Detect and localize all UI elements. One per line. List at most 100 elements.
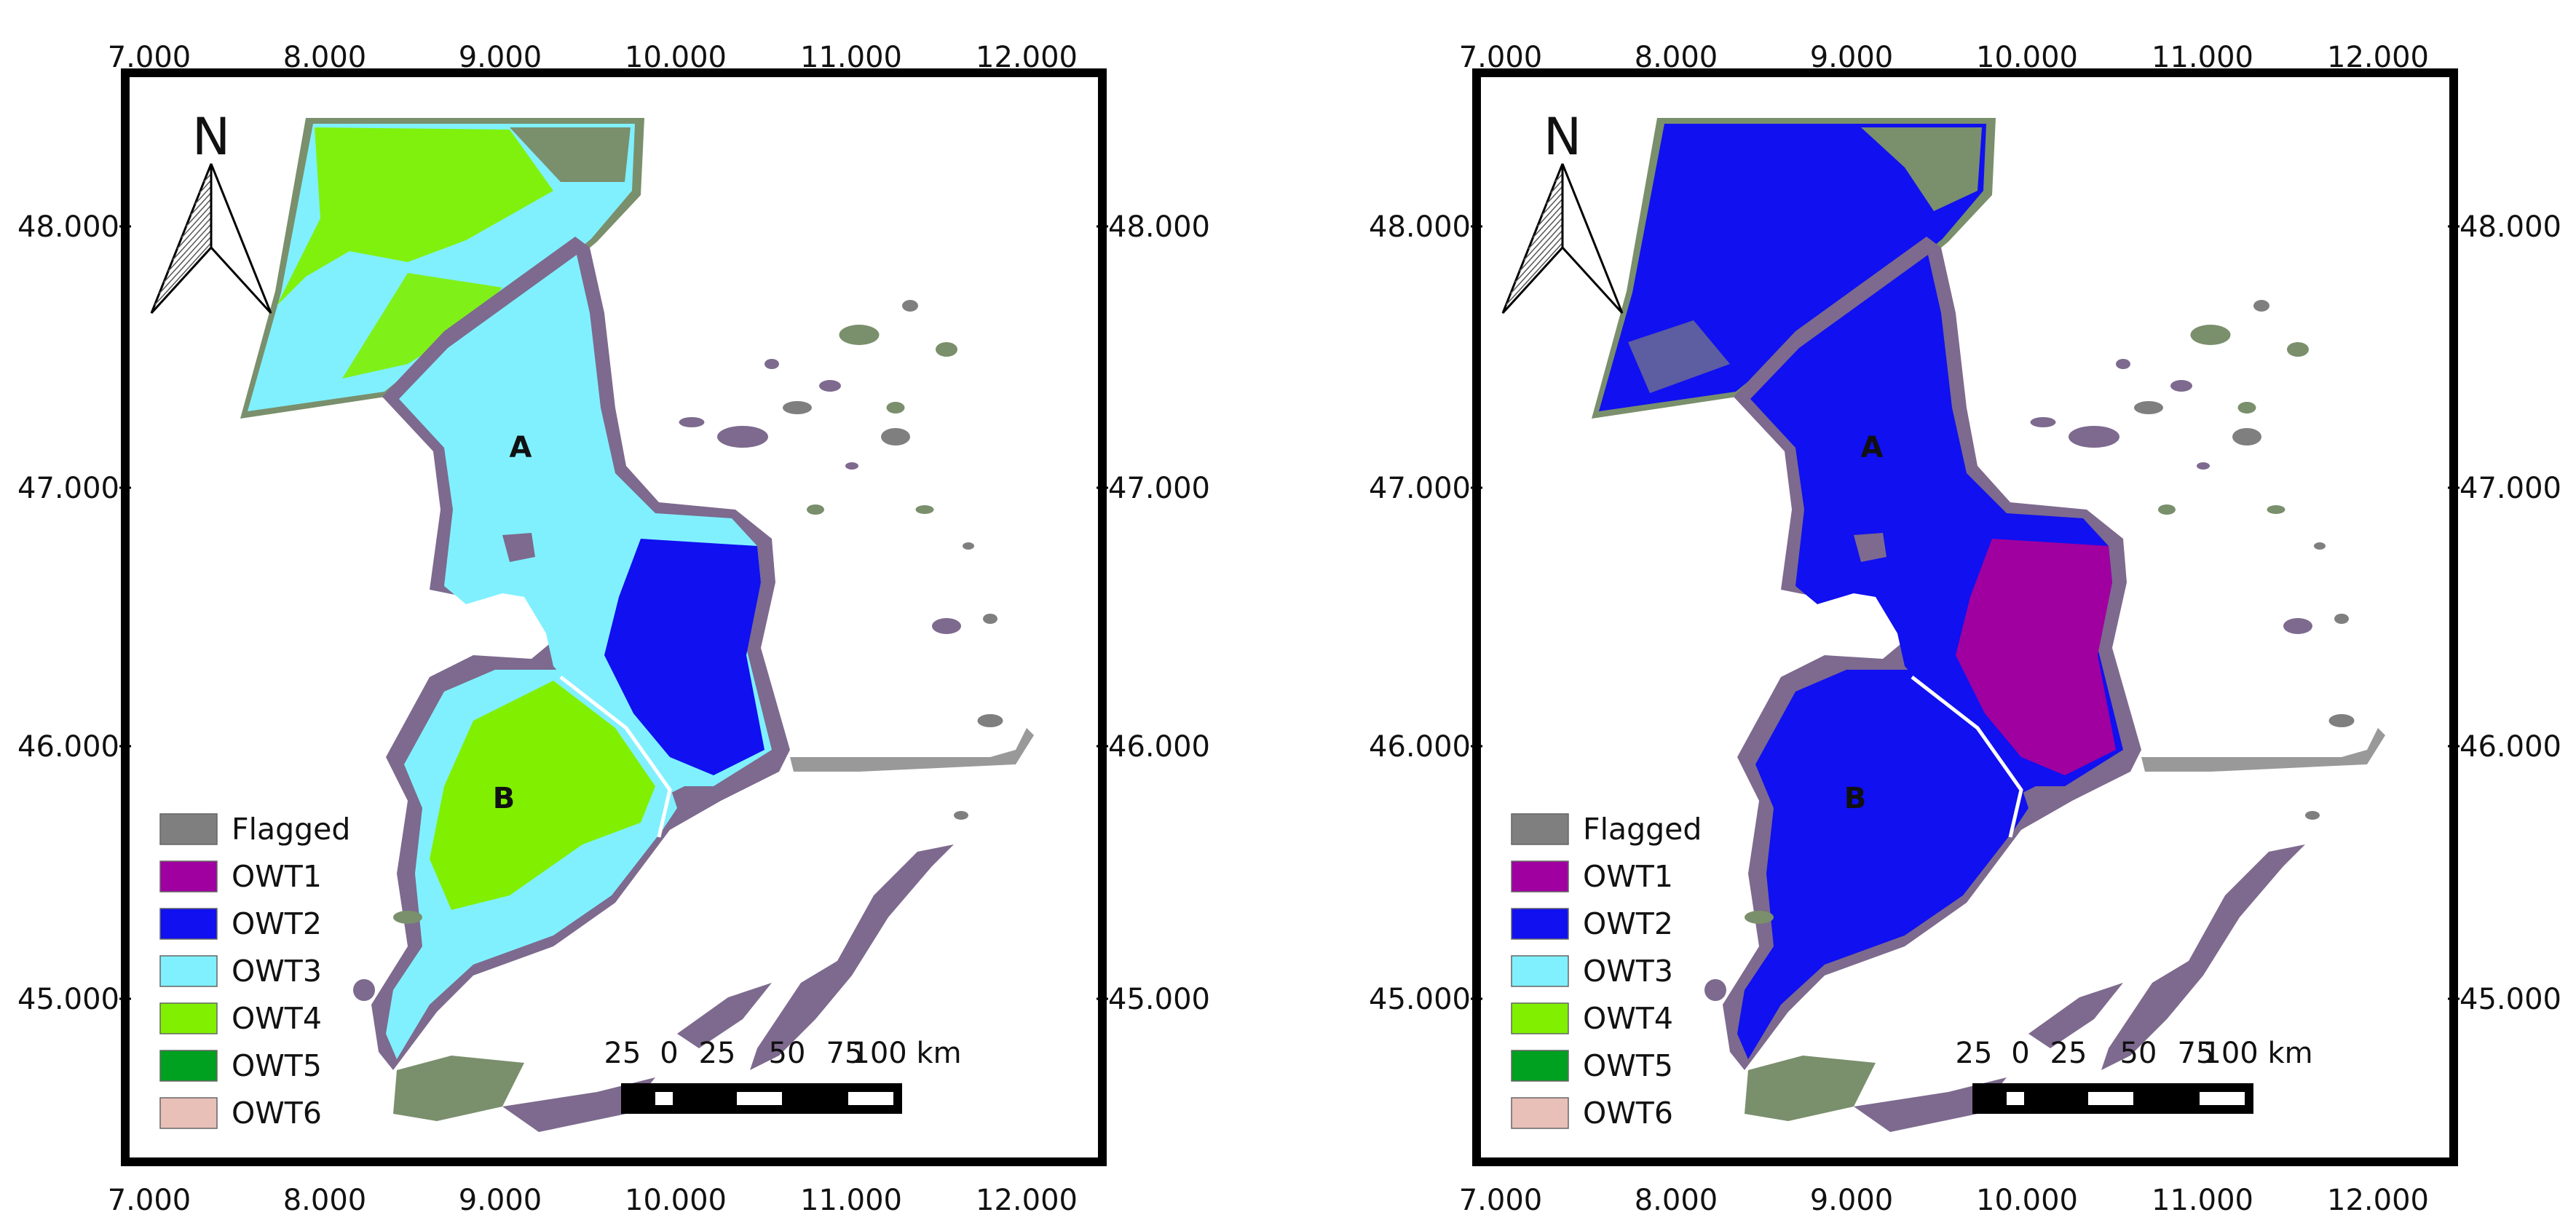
main-lake-east-patch	[604, 539, 764, 775]
coastal-strip	[393, 1056, 524, 1121]
scale-bar-label: 100 km	[2202, 1037, 2312, 1070]
small-lake	[764, 359, 779, 369]
legend-label: OWT3	[232, 954, 322, 989]
legend-label: OWT5	[1583, 1048, 1673, 1083]
scale-bar-label: 0	[2011, 1037, 2029, 1070]
small-lake	[2314, 542, 2326, 550]
north-arrow-hatch	[190, 192, 212, 216]
site-label-b: B	[493, 782, 515, 815]
dam-line-south	[559, 676, 672, 838]
small-lake	[2116, 359, 2130, 369]
coastal-strip	[2101, 844, 2305, 1070]
x-tick-label-bottom: 9.000	[1810, 1184, 1894, 1217]
north-arrow-hatch	[176, 211, 212, 250]
lake-map	[240, 118, 1034, 1132]
small-lake	[2069, 426, 2119, 448]
north-arrow-hatch	[1546, 186, 1563, 205]
y-tick-label-right: 46.000	[2460, 730, 2561, 764]
site-label-b: B	[1844, 782, 1867, 815]
x-tick-label-top: 12.000	[976, 41, 1078, 74]
y-tick-label-left: 46.000	[1369, 730, 1471, 764]
small-lake	[954, 811, 968, 820]
scale-bar-label: 25	[604, 1037, 641, 1070]
x-tick-label-bottom: 12.000	[2327, 1184, 2429, 1217]
legend-label: OWT5	[232, 1048, 322, 1083]
legend-swatch	[1511, 860, 1569, 892]
legend-swatch	[159, 955, 218, 987]
island	[1854, 533, 1886, 562]
scale-bar-label: 25	[1956, 1037, 1993, 1070]
x-tick-label-bottom: 9.000	[459, 1184, 542, 1217]
scale-bar-segment	[2200, 1092, 2245, 1105]
small-lake	[679, 417, 705, 427]
x-tick-label-bottom: 11.000	[800, 1184, 902, 1217]
x-tick-label-top: 11.000	[2152, 41, 2253, 74]
north-arrow-hatch	[203, 173, 212, 183]
legend-label: OWT4	[1583, 1001, 1673, 1036]
north-arrow: N	[1501, 107, 1624, 314]
small-lake	[902, 300, 918, 312]
legend: Flagged OWT1 OWT2 OWT3 OWT4 OWT5 OWT6	[159, 812, 350, 1131]
island	[502, 533, 535, 562]
small-lake	[977, 714, 1003, 727]
small-lake	[2237, 402, 2256, 413]
north-arrow-hatch	[194, 186, 212, 205]
x-tick-label-bottom: 10.000	[1976, 1184, 2078, 1217]
x-tick-label-top: 10.000	[1976, 41, 2078, 74]
legend-label: OWT2	[1583, 906, 1673, 941]
dam-line-south	[1911, 676, 2023, 838]
x-tick-label-top: 10.000	[625, 41, 727, 74]
north-arrow-hatch	[1505, 242, 1563, 306]
scale-bar-label: 50	[769, 1037, 806, 1070]
x-tick-label-bottom: 12.000	[976, 1184, 1078, 1217]
north-arrow-left-half	[150, 163, 213, 314]
x-tick-label-top: 8.000	[1635, 41, 1718, 74]
x-tick-label-top: 9.000	[459, 41, 542, 74]
legend-swatch	[159, 1050, 218, 1082]
small-lake	[1745, 911, 1774, 924]
north-lake-patch	[342, 273, 502, 379]
scale-bar-segment	[848, 1092, 893, 1105]
coastal-strip	[502, 1077, 655, 1132]
small-lake	[783, 401, 812, 414]
legend-label: OWT1	[1583, 859, 1673, 894]
legend-label: OWT6	[232, 1096, 322, 1131]
scale-bar-label: 100 km	[851, 1037, 961, 1070]
north-arrow-hatch	[1510, 236, 1563, 294]
small-lake	[353, 979, 375, 1001]
north-lake-patch	[1628, 320, 1730, 393]
x-tick-label-top: 8.000	[283, 41, 367, 74]
north-arrow-left-half	[1501, 163, 1564, 314]
legend: Flagged OWT1 OWT2 OWT3 OWT4 OWT5 OWT6	[1511, 812, 1702, 1131]
y-tick-label-right: 47.000	[2460, 472, 2561, 505]
north-arrow-right-half	[210, 163, 272, 314]
small-lake	[845, 462, 858, 470]
coastal-strip	[750, 844, 954, 1070]
north-label: N	[192, 107, 230, 167]
y-tick-label-left: 47.000	[1369, 472, 1471, 505]
legend-swatch	[159, 813, 218, 845]
y-tick-label-right: 48.000	[1108, 210, 1210, 244]
small-lake	[1704, 979, 1726, 1001]
lake-map	[1592, 118, 2385, 1132]
main-lake-south-patch	[430, 681, 655, 910]
y-tick-label-left: 45.000	[1369, 983, 1471, 1016]
small-lake	[2334, 614, 2349, 624]
x-tick-label-bottom: 7.000	[108, 1184, 191, 1217]
y-tick-label-right: 46.000	[1108, 730, 1210, 764]
coastal-strip	[677, 983, 772, 1048]
scale-bar-segment	[655, 1092, 673, 1105]
north-lake-patch	[277, 127, 553, 306]
north-arrow-hatch	[159, 236, 212, 294]
legend-swatch	[1511, 908, 1569, 940]
x-tick-label-bottom: 8.000	[1635, 1184, 1718, 1217]
y-tick-label-left: 45.000	[17, 983, 119, 1016]
small-lake	[886, 402, 905, 413]
north-arrow-hatch	[1554, 173, 1563, 183]
north-arrow-hatch	[1528, 211, 1563, 250]
small-lake	[936, 342, 957, 357]
legend-swatch	[159, 1097, 218, 1129]
north-arrow-hatch	[186, 198, 212, 227]
